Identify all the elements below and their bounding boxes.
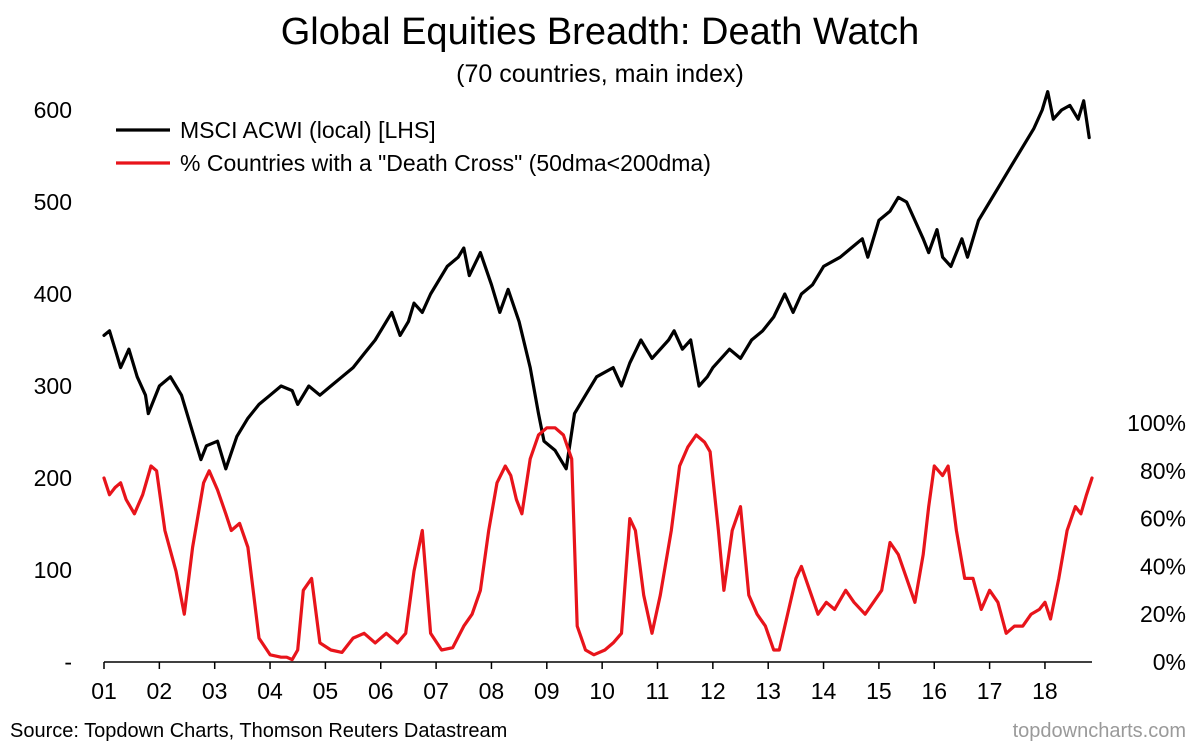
y-left-tick-label: 500 bbox=[34, 189, 72, 215]
y-left-tick-label: 100 bbox=[34, 557, 72, 583]
y-left-tick-label: 200 bbox=[34, 465, 72, 491]
x-tick-label: 08 bbox=[479, 678, 505, 704]
x-tick-label: 18 bbox=[1032, 678, 1058, 704]
x-tick-label: 16 bbox=[921, 678, 947, 704]
y-right-tick-label: 40% bbox=[1140, 553, 1186, 579]
x-tick-label: 03 bbox=[202, 678, 228, 704]
y-left-tick-label: 600 bbox=[34, 97, 72, 123]
x-tick-label: 14 bbox=[811, 678, 837, 704]
x-tick-label: 05 bbox=[313, 678, 339, 704]
y-right-tick-label: 0% bbox=[1153, 649, 1186, 675]
legend-label-death-cross: % Countries with a "Death Cross" (50dma<… bbox=[180, 150, 711, 176]
y-left-tick-label: 300 bbox=[34, 373, 72, 399]
legend-label-msci-acwi: MSCI ACWI (local) [LHS] bbox=[180, 117, 436, 143]
y-right-tick-label: 20% bbox=[1140, 601, 1186, 627]
x-tick-label: 15 bbox=[866, 678, 892, 704]
y-left-tick-label: - bbox=[64, 649, 72, 675]
x-tick-label: 12 bbox=[700, 678, 726, 704]
legend: MSCI ACWI (local) [LHS] % Countries with … bbox=[116, 117, 711, 176]
y-right-tick-label: 60% bbox=[1140, 506, 1186, 532]
watermark-text: topdowncharts.com bbox=[1012, 720, 1186, 742]
chart-subtitle: (70 countries, main index) bbox=[456, 60, 744, 88]
chart-title: Global Equities Breadth: Death Watch bbox=[280, 11, 920, 53]
y-left-tick-label: 400 bbox=[34, 281, 72, 307]
x-tick-label: 17 bbox=[977, 678, 1003, 704]
x-tick-label: 13 bbox=[755, 678, 781, 704]
y-axis-right: 0% 20% 40% 60% 80% 100% bbox=[1127, 410, 1186, 675]
x-tick-label: 07 bbox=[423, 678, 449, 704]
x-tick-label: 04 bbox=[257, 678, 283, 704]
source-note: Source: Topdown Charts, Thomson Reuters … bbox=[10, 720, 508, 742]
x-axis: 01 02 03 04 05 06 07 08 09 10 11 12 13 14 15 16 17 18 bbox=[91, 661, 1092, 704]
death-cross-series-line bbox=[102, 426, 1094, 662]
series-layer bbox=[102, 89, 1094, 662]
y-right-tick-label: 100% bbox=[1127, 410, 1186, 436]
x-tick-label: 01 bbox=[91, 678, 117, 704]
x-tick-label: 09 bbox=[534, 678, 560, 704]
x-tick-label: 06 bbox=[368, 678, 394, 704]
x-tick-label: 10 bbox=[589, 678, 615, 704]
x-tick-label: 02 bbox=[147, 678, 173, 704]
msci-acwi-series-line bbox=[102, 89, 1091, 471]
x-tick-label: 11 bbox=[646, 678, 670, 704]
y-axis-left: - 100 200 300 400 500 600 bbox=[34, 97, 72, 675]
y-right-tick-label: 80% bbox=[1140, 458, 1186, 484]
